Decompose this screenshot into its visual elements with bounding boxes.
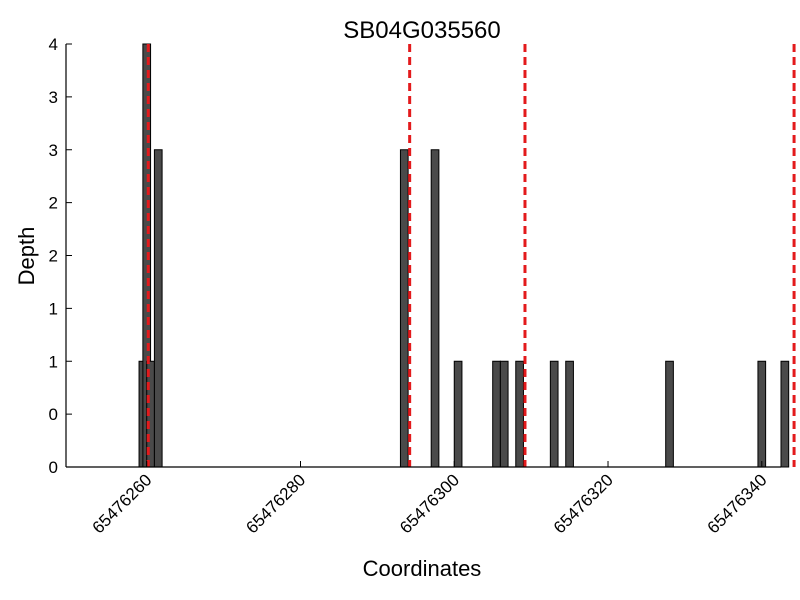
bar <box>430 149 440 468</box>
bar <box>153 149 163 468</box>
x-axis-label: Coordinates <box>363 556 482 581</box>
y-tick-label: 0 <box>49 458 58 477</box>
bar <box>492 360 501 468</box>
x-tick-label: 65476320 <box>550 470 617 537</box>
x-tick-label: 65476300 <box>396 470 463 537</box>
bar <box>780 360 790 468</box>
y-tick-label: 3 <box>49 141 58 160</box>
y-tick-label: 0 <box>49 405 58 424</box>
y-tick-label: 2 <box>49 194 58 213</box>
y-tick-label: 1 <box>49 299 58 318</box>
y-axis-label: Depth <box>14 227 39 286</box>
bar <box>757 360 767 468</box>
bar <box>665 360 674 468</box>
y-tick-label: 4 <box>49 35 58 54</box>
bar <box>399 149 409 468</box>
y-tick-label: 3 <box>49 88 58 107</box>
x-tick-label: 65476280 <box>242 470 309 537</box>
bar <box>453 360 463 468</box>
y-tick-label: 1 <box>49 352 58 371</box>
bar <box>515 360 524 468</box>
y-tick-label: 2 <box>49 247 58 266</box>
chart-title: SB04G035560 <box>343 17 500 44</box>
plot-area: 0 0 1 1 2 2 3 3 4 65476260 65476280 65476300 6547632… <box>49 35 796 537</box>
bar <box>499 360 509 468</box>
x-tick-label: 65476260 <box>89 470 156 537</box>
bar <box>565 360 574 468</box>
x-tick-label: 65476340 <box>704 470 771 537</box>
bar <box>549 360 559 468</box>
